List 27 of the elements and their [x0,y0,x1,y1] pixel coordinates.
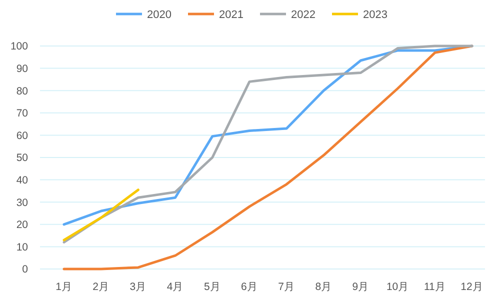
x-tick-label: 7月 [278,281,295,293]
y-tick-label: 50 [16,152,28,164]
y-tick-label: 70 [16,108,28,120]
x-tick-label: 12月 [460,281,484,293]
x-tick-label: 10月 [386,281,410,293]
y-tick-label: 30 [16,196,28,209]
y-tick-label: 40 [16,174,28,186]
x-tick-label: 6月 [241,281,258,293]
x-tick-label: 8月 [315,281,332,293]
x-tick-label: 3月 [130,281,147,293]
legend-label: 2022 [291,9,316,21]
y-tick-label: 20 [16,219,28,232]
legend-label: 2023 [363,9,388,21]
y-tick-label: 100 [10,40,28,53]
x-tick-label: 1月 [56,281,72,293]
x-tick-label: 2月 [92,281,110,293]
y-tick-label: 80 [16,85,28,98]
x-tick-label: 4月 [166,281,184,293]
y-tick-label: 90 [16,62,28,75]
x-tick-label: 5月 [204,281,221,293]
y-tick-label: 60 [16,130,28,142]
x-tick-label: 11月 [424,281,446,293]
y-tick-label: 10 [16,241,28,254]
x-tick-label: 9月 [352,281,370,293]
legend-label: 2021 [219,9,244,21]
legend-label: 2020 [147,9,172,21]
y-tick-label: 0 [22,264,28,276]
